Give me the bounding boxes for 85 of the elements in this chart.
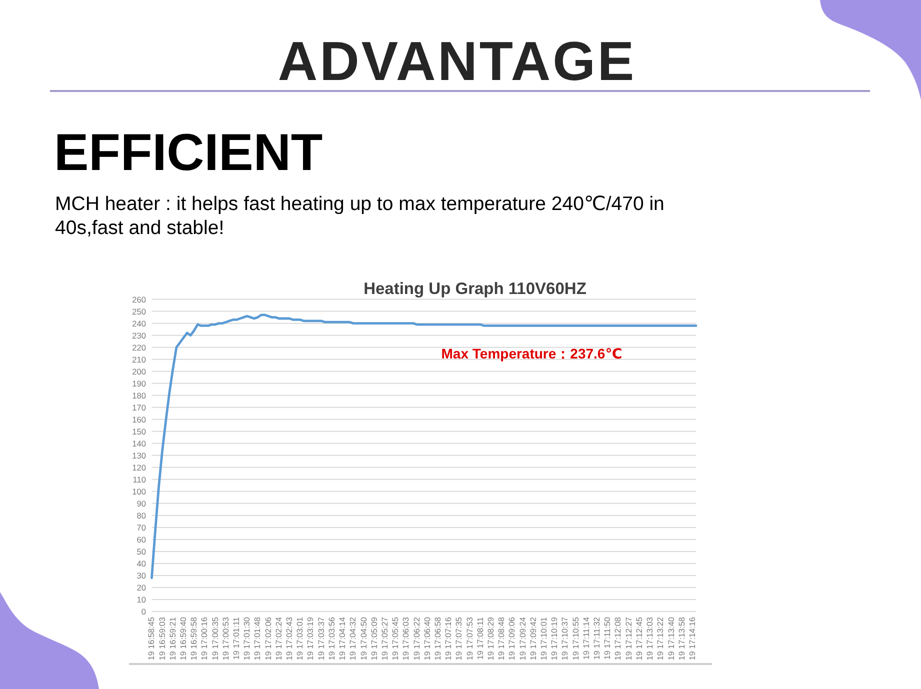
x-tick-label: 19 17:06:03 — [402, 616, 411, 660]
x-tick-label: 19 17:13:58 — [677, 616, 686, 660]
x-tick-label: 19 17:12:27 — [624, 616, 634, 660]
x-tick-label: 19 17:12:45 — [634, 616, 644, 660]
x-tick-label: 19 16:59:40 — [179, 616, 188, 660]
x-tick-label: 19 17:10:37 — [560, 616, 570, 660]
y-tick-label: 20 — [136, 582, 146, 592]
y-tick-label: 130 — [132, 450, 146, 460]
x-tick-label: 19 17:11:14 — [582, 616, 591, 660]
y-tick-label: 260 — [132, 294, 146, 304]
x-tick-label: 19 16:59:58 — [190, 616, 199, 660]
x-tick-label: 19 17:14:16 — [688, 616, 697, 660]
x-tick-label: 19 17:01:11 — [232, 616, 242, 660]
y-tick-label: 30 — [136, 570, 146, 580]
y-tick-label: 180 — [132, 390, 146, 400]
x-tick-label: 19 17:02:43 — [285, 616, 294, 660]
x-tick-label: 19 17:05:09 — [370, 616, 379, 660]
x-tick-label: 19 17:03:01 — [296, 616, 305, 660]
y-tick-label: 170 — [132, 402, 146, 412]
x-tick-label: 19 17:04:32 — [348, 616, 358, 660]
y-tick-label: 60 — [136, 534, 146, 544]
x-tick-label: 19 17:04:14 — [338, 616, 348, 660]
x-tick-label: 19 17:01:48 — [253, 616, 262, 660]
x-tick-label: 19 17:03:56 — [327, 616, 336, 660]
x-tick-label: 19 17:07:16 — [444, 616, 454, 660]
annotation: Max Temperature：237.6℃ — [441, 346, 622, 362]
y-tick-label: 0 — [141, 606, 146, 616]
x-tick-label: 19 17:02:06 — [264, 616, 273, 660]
text: ADVANTAGE — [278, 30, 636, 92]
y-tick-label: 120 — [132, 462, 146, 472]
y-tick-label: 230 — [132, 330, 146, 340]
x-tick-label: 19 17:08:48 — [497, 616, 506, 660]
y-tick-label: 80 — [136, 510, 146, 520]
y-tick-label: 40 — [136, 558, 146, 568]
x-tick-label: 19 16:59:03 — [158, 616, 167, 660]
x-tick-label: 19 17:08:11 — [476, 616, 485, 660]
y-tick-label: 90 — [136, 498, 146, 508]
x-tick-label: 19 17:13:03 — [646, 616, 655, 660]
x-tick-label: 19 17:05:27 — [380, 616, 390, 660]
x-tick-label: 19 17:09:06 — [508, 616, 517, 660]
y-tick-label: 210 — [132, 354, 146, 364]
x-tick-label: 19 17:07:53 — [465, 616, 474, 660]
y-tick-label: 160 — [132, 414, 146, 424]
x-tick-label: 19 17:06:22 — [412, 616, 422, 660]
y-tick-label: 200 — [132, 366, 146, 376]
text: EFFICIENT — [54, 124, 323, 182]
line-series — [150, 314, 698, 580]
y-tick-label: 140 — [132, 438, 146, 448]
x-tick-label: 19 17:10:19 — [550, 616, 560, 660]
x-tick-label: 19 17:06:58 — [433, 616, 442, 660]
text: MCH heater : it helps fast heating up to max temperature 240℃/470 in 40s,fast and stable! — [55, 192, 666, 240]
x-tick-label: 19 17:04:50 — [359, 616, 368, 660]
y-tick-label: 220 — [132, 342, 146, 352]
x-tick-label: 19 17:12:08 — [614, 616, 623, 660]
x-tick-label: 19 16:59:21 — [168, 616, 178, 660]
y-tick-label: 100 — [132, 486, 146, 496]
x-tick-label: 19 17:11:50 — [603, 616, 612, 660]
y-tick-label: 150 — [132, 426, 146, 436]
x-tick-label: 19 17:03:19 — [306, 616, 316, 660]
x-tick-label: 19 17:05:45 — [391, 616, 400, 660]
x-tick-label: 19 17:11:32 — [592, 616, 602, 660]
x-tick-label: 19 17:06:40 — [422, 616, 432, 660]
x-tick-label: 19 17:09:24 — [518, 616, 528, 660]
y-tick-label: 240 — [132, 318, 146, 328]
x-tick-label: 19 17:00:35 — [210, 616, 220, 660]
x-tick-label: 19 17:13:40 — [666, 616, 676, 660]
y-tick-label: 50 — [136, 546, 146, 556]
x-tick-label: 19 17:13:22 — [656, 616, 666, 660]
y-tick-label: 190 — [132, 378, 146, 388]
x-tick-label: 19 16:58:45 — [147, 616, 156, 660]
x-tick-label: 19 17:01:30 — [242, 616, 252, 660]
y-tick-label: 70 — [136, 522, 146, 532]
x-tick-label: 19 17:00:16 — [200, 616, 210, 660]
x-tick-label: 19 17:10:01 — [540, 616, 549, 660]
y-tick-label: 10 — [136, 594, 146, 604]
x-tick-label: 19 17:00:53 — [221, 616, 230, 660]
x-tick-label: 19 17:08:29 — [486, 616, 496, 660]
x-tick-label: 19 17:10:55 — [571, 616, 580, 660]
y-tick-label: 250 — [132, 306, 146, 316]
x-tick-label: 19 17:02:24 — [274, 616, 284, 660]
y-tick-label: 110 — [132, 474, 146, 484]
x-tick-label: 19 17:03:37 — [316, 616, 326, 660]
x-tick-label: 19 17:07:35 — [454, 616, 464, 660]
x-tick-label: 19 17:09:42 — [528, 616, 538, 660]
chart-title: Heating Up Graph 110V60HZ — [364, 280, 586, 298]
